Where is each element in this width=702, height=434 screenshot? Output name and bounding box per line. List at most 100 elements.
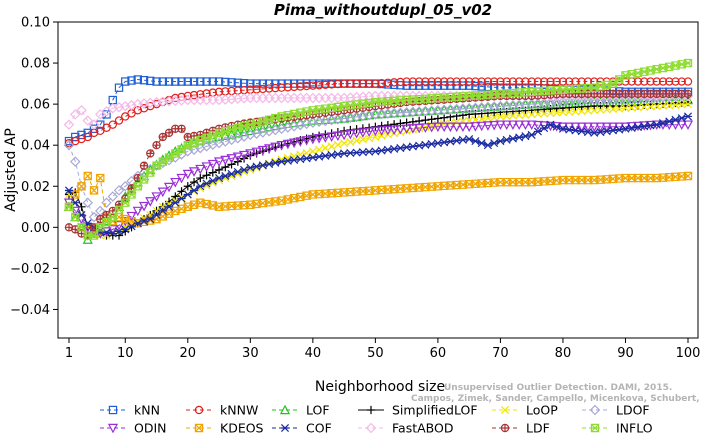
data-point-inflo [308,106,318,115]
data-point-simplifiedlof [421,116,430,125]
legend-marker-ldf [500,423,510,433]
data-point-odin [364,127,375,138]
data-point-knn [271,79,280,88]
data-point-inflo [640,67,649,76]
data-point-knn [189,77,199,86]
data-point-inflo [133,182,142,191]
legend-marker-odin [107,423,119,434]
data-point-inflo [196,136,205,145]
legend-item-kdeos: KDEOS [186,421,264,434]
data-point-odin [607,122,619,133]
data-point-knnw [414,77,424,86]
data-point-inflo [189,138,199,147]
legend-label-fastabod: FastABOD [392,421,454,434]
data-point-odin [345,129,356,140]
legend-label-knnw: kNNW [220,403,258,418]
legend-label-lof: LOF [306,403,330,418]
data-point-knn [196,77,205,86]
data-point-knn [146,76,155,86]
data-point-cof [665,117,674,126]
data-point-knnw [421,77,430,86]
data-point-loop [515,111,524,120]
data-point-inflo [608,79,618,88]
data-point-knn [433,81,443,90]
series-line-fastabod [68,95,688,126]
data-point-ldof [113,185,125,196]
data-point-simplifiedlof [208,168,217,177]
data-point-inflo [246,120,255,129]
data-point-simplifiedlof [433,114,442,123]
data-point-knnw [446,77,455,86]
data-point-loop [633,103,643,112]
data-point-odin [426,122,437,133]
data-point-knnw [114,116,124,125]
data-point-knnw [433,77,443,86]
data-point-odin [132,206,143,217]
data-point-odin [682,120,694,131]
data-point-knnw [308,81,318,90]
data-point-inflo [615,75,624,84]
data-point-ldof [238,131,250,142]
data-point-odin [301,136,312,146]
data-point-kdeos [77,182,86,191]
data-point-knnw [452,77,461,86]
data-point-fastabod [76,105,87,116]
data-point-cof [652,120,661,129]
data-point-odin [532,120,544,131]
legend-label-inflo: INFLO [616,421,653,434]
data-point-inflo [171,149,180,158]
data-point-inflo [158,157,167,166]
data-point-ldf [164,128,174,138]
data-point-knn [252,79,261,88]
data-point-inflo [96,223,105,232]
data-point-odin [182,169,193,180]
data-point-loop [496,112,505,121]
data-point-kdeos [96,173,105,183]
data-point-loop [190,187,199,196]
data-point-inflo [665,62,674,71]
legend-marker-cof [280,423,290,433]
data-point-knnw [633,77,643,86]
data-point-odin [432,122,443,133]
data-point-knn [139,75,149,85]
data-point-lof [220,130,231,140]
y-tick-label: −0.02 [10,262,50,277]
data-point-ldf [158,132,167,142]
data-point-knnw [283,83,293,92]
data-point-loop [327,142,336,151]
data-point-odin [357,128,368,138]
data-point-inflo [671,61,680,70]
data-point-knnw [546,77,555,86]
data-point-inflo [71,212,80,222]
data-point-odin [570,122,581,133]
data-point-simplifiedlof [415,116,424,126]
data-point-lof [251,124,262,134]
data-point-odin [457,122,469,133]
data-point-odin [501,120,512,131]
data-point-knnw [508,77,518,86]
data-point-odin [507,120,519,131]
data-point-inflo [364,98,374,108]
data-point-odin [226,154,237,164]
legend-label-knn: kNN [134,403,160,418]
data-point-knnw [458,77,468,86]
data-point-simplifiedlof [202,171,211,180]
data-point-loop [615,104,624,113]
data-point-inflo [627,69,636,79]
data-point-knnw [108,120,117,129]
data-point-loop [640,102,649,112]
data-point-loop [565,107,574,116]
data-point-fastabod [70,109,81,120]
data-point-odin [382,125,393,136]
data-point-inflo [102,218,111,227]
data-point-inflo [271,113,280,123]
data-point-knnw [477,77,486,86]
data-point-inflo [621,71,630,80]
data-point-odin [451,122,462,133]
data-point-inflo [164,153,174,162]
data-point-inflo [121,198,130,207]
data-point-loop [165,199,174,208]
data-point-odin [201,162,212,172]
data-point-inflo [77,223,86,232]
data-point-odin [482,121,494,131]
